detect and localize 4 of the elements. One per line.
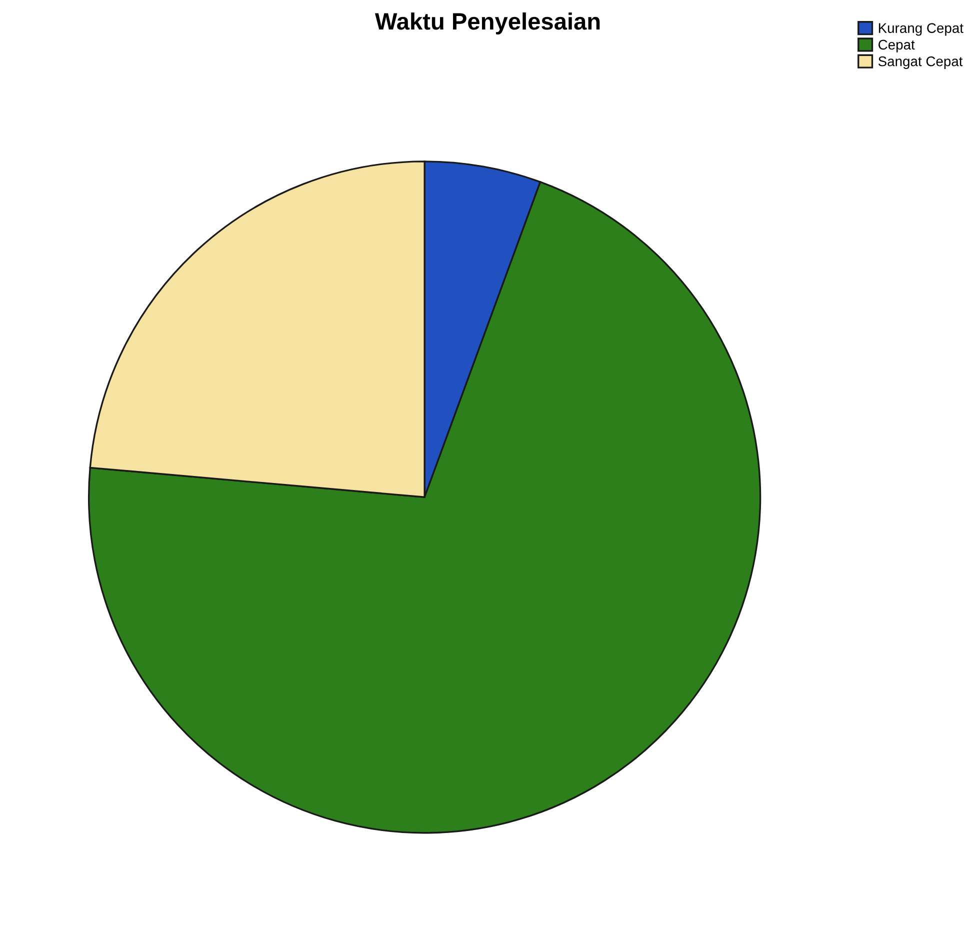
legend-label: Kurang Cepat	[878, 23, 964, 36]
chart-title: Waktu Penyelesaian	[374, 12, 600, 34]
legend-label: Sangat Cepat	[878, 56, 963, 69]
legend-label: Cepat	[878, 40, 915, 52]
